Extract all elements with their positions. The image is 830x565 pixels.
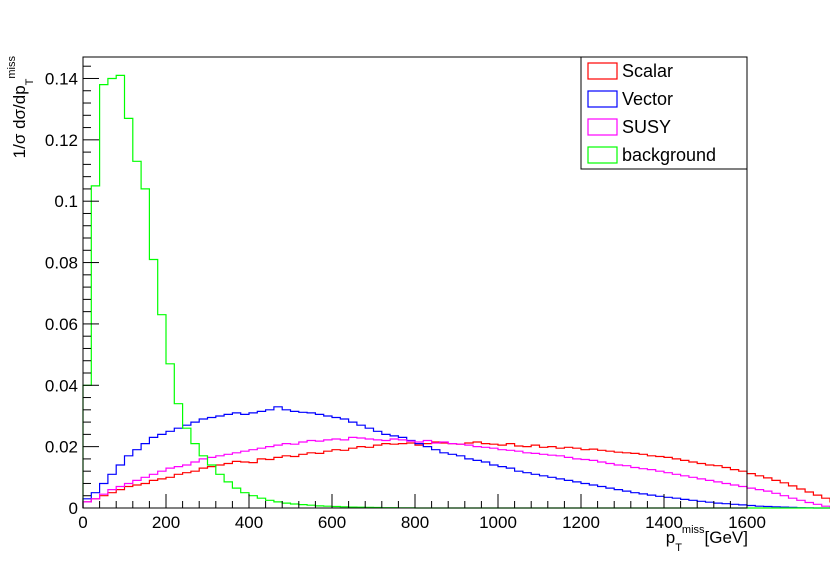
legend-label-background: background: [622, 145, 716, 165]
x-tick-label: 200: [152, 513, 180, 532]
legend-box: [580, 56, 748, 170]
legend-swatch-scalar: [587, 62, 618, 80]
legend-swatch-vector: [587, 90, 618, 108]
y-tick-label: 0.12: [45, 131, 78, 150]
x-axis-title: pTmiss[GeV]: [666, 524, 748, 554]
y-tick-label: 0.02: [45, 438, 78, 457]
y-tick-label: 0.04: [45, 376, 78, 395]
y-tick-label: 0.06: [45, 315, 78, 334]
x-axis: 0 200 400 600 800 1000 1200 1400 1600: [78, 494, 766, 532]
y-tick-label: 0.08: [45, 254, 78, 273]
y-axis-title-sup: miss: [6, 56, 18, 79]
legend-swatch-susy: [587, 118, 618, 136]
series-susy-line: [82, 436, 830, 508]
series-scalar-line: [82, 441, 830, 508]
x-axis-title-main: p: [666, 528, 675, 547]
legend-label-vector: Vector: [622, 89, 673, 109]
x-tick-label: 1400: [645, 513, 683, 532]
legend: Scalar Vector SUSY background: [580, 56, 748, 170]
y-axis-title-prefix: 1/σ dσ/dp: [10, 85, 29, 158]
x-tick-label: 600: [318, 513, 346, 532]
y-tick-label: 0.1: [54, 192, 78, 211]
y-axis-title: 1/σ dσ/dpTmiss: [6, 56, 36, 159]
x-axis-title-sub: T: [675, 542, 682, 554]
x-tick-label: 1200: [562, 513, 600, 532]
y-tick-label: 0.14: [45, 69, 78, 88]
legend-label-scalar: Scalar: [622, 61, 673, 81]
y-axis-title-sub: T: [24, 78, 36, 85]
x-tick-label: 0: [78, 513, 87, 532]
x-tick-label: 800: [401, 513, 429, 532]
x-tick-label: 400: [235, 513, 263, 532]
x-tick-label: 1000: [479, 513, 517, 532]
legend-label-susy: SUSY: [622, 117, 671, 137]
y-tick-label: 0: [69, 499, 78, 518]
legend-swatch-background: [587, 146, 618, 164]
y-axis: 0 0.02 0.04 0.06 0.08 0.1 0.12 0.14: [45, 65, 99, 518]
x-axis-title-suffix: [GeV]: [705, 528, 748, 547]
x-tick-label: 1600: [728, 513, 766, 532]
x-axis-title-sup: miss: [682, 524, 705, 536]
